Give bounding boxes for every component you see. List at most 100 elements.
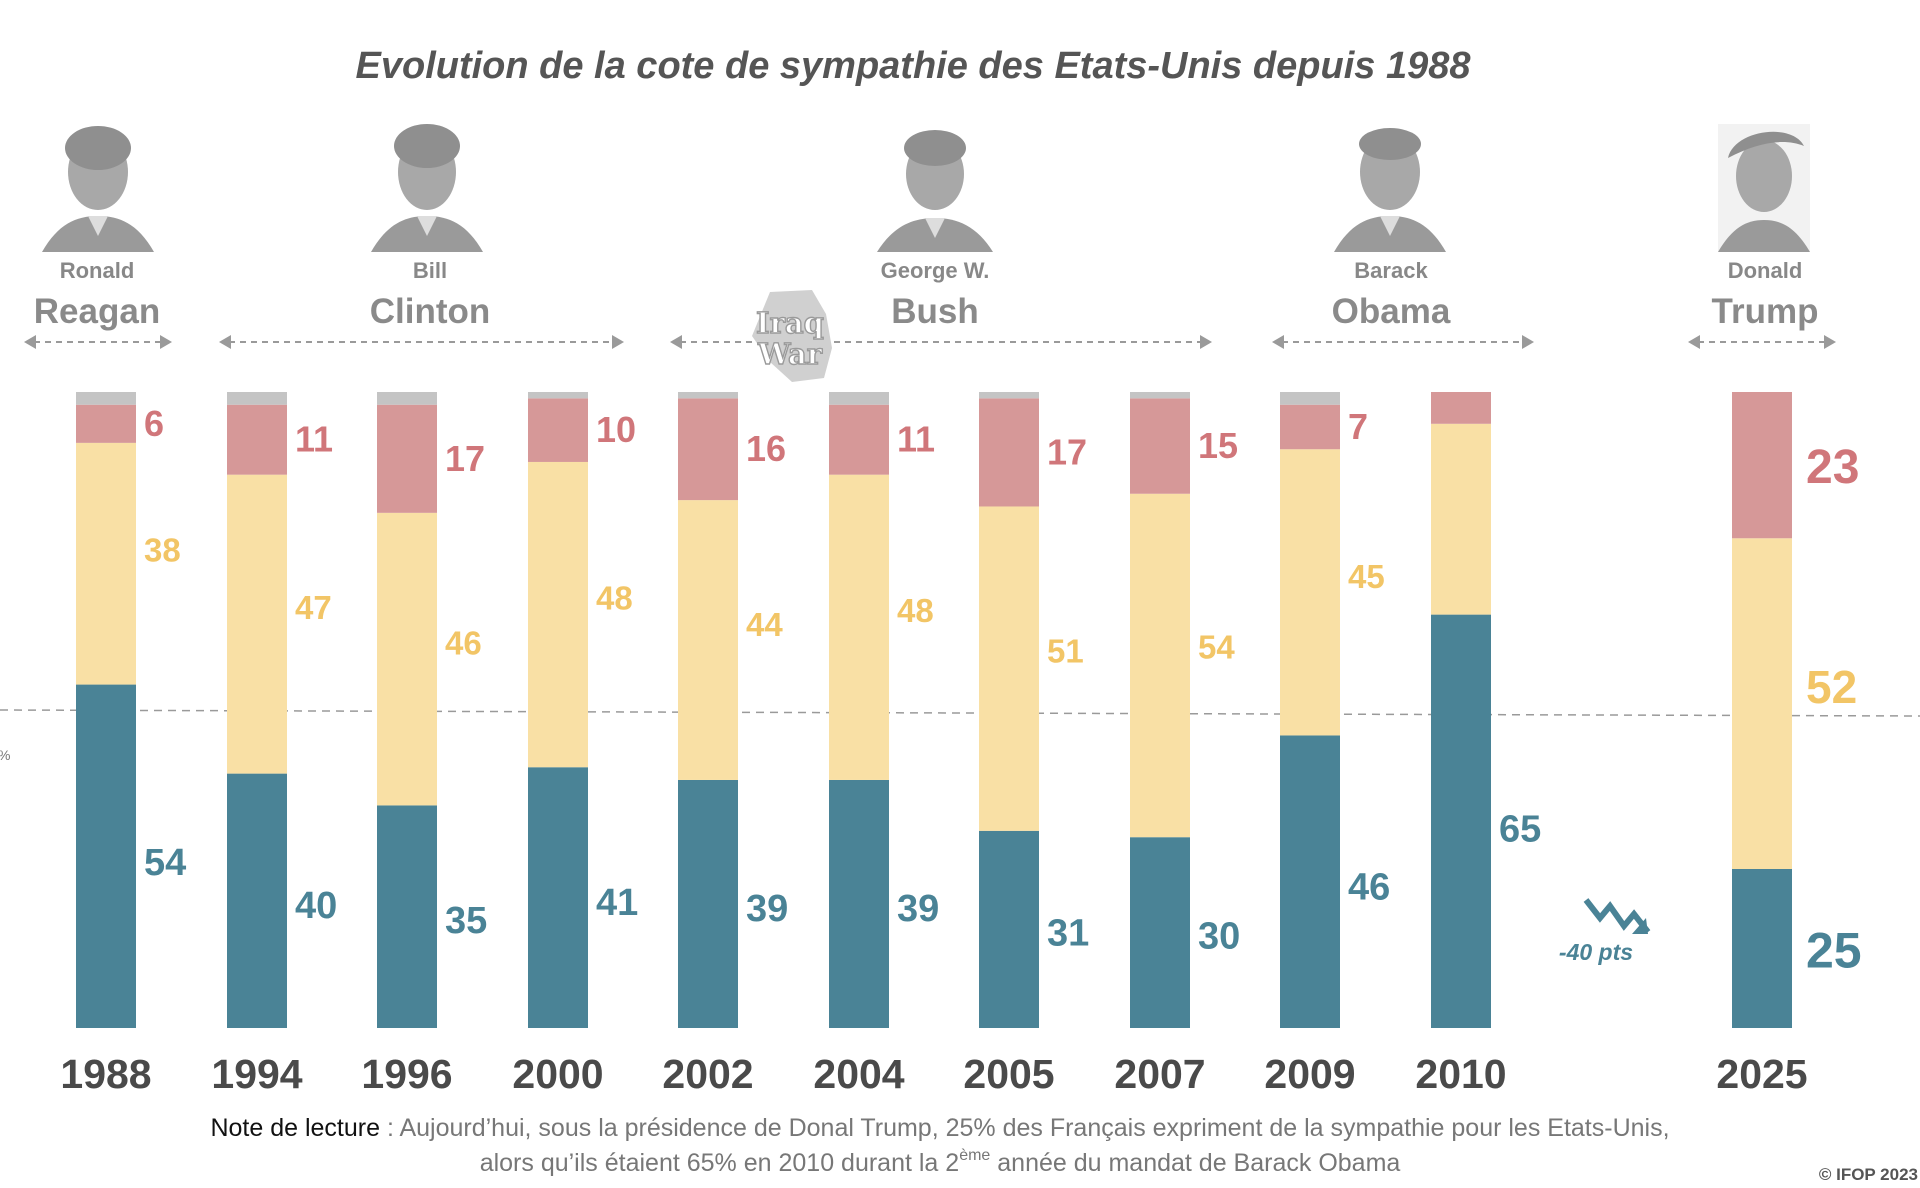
neutral-value-label: 54 [1198,628,1235,665]
neutral-value-label: 51 [1047,632,1084,669]
favorable-segment [227,773,287,1028]
president-names: Ronald Reagan Bill Clinton George W. Bus… [34,258,1819,331]
favorable-segment [528,767,588,1028]
neutral-value-label: 52 [1806,661,1857,713]
favorable-segment [1280,735,1340,1028]
favorable-value-label: 39 [746,888,788,930]
neutral-value-label: 47 [295,589,332,626]
neutral-value-label: 38 [144,532,181,569]
president-last-name: Bush [891,292,979,331]
neutral-value-label: 45 [1348,558,1385,595]
unfavorable-segment [76,404,136,443]
neutral-segment [227,474,287,774]
unfavorable-segment [1732,392,1792,539]
reading-note-text: : Aujourd’hui, sous la présidence de Don… [380,1114,1670,1142]
unfavorable-value-label: 10 [596,409,636,450]
neutral-value-label: 48 [897,592,934,629]
no-answer-segment [227,392,287,405]
neutral-segment [1732,538,1792,869]
favorable-segment [979,830,1039,1028]
unfavorable-value-label: 23 [1806,441,1859,494]
unfavorable-segment [377,404,437,513]
neutral-segment [1431,423,1491,615]
axis-fragment-label: % [0,747,10,763]
reading-note-line-2: alors qu’ils étaient 65% en 2010 durant … [480,1147,1401,1177]
unfavorable-segment [227,404,287,475]
neutral-segment [76,442,136,685]
president-first-name: Donald [1728,258,1803,283]
arrow-head-icon [1632,918,1648,934]
value-labels: 54 38 6 40 47 11 35 46 17 41 48 10 39 44 16 39 48 11 31 51 1… [144,403,1862,979]
unfavorable-value-label: 17 [1047,431,1087,472]
year-label: 2005 [963,1051,1054,1097]
neutral-segment [829,474,889,780]
trump-portrait-icon [1718,124,1810,252]
drop-annotation: -40 pts [1559,898,1651,965]
iraq-war-label: Iraq [756,306,824,340]
drop-label: -40 pts [1559,939,1633,965]
reading-note-line-1: Note de lecture : Aujourd’hui, sous la p… [210,1114,1669,1142]
favorable-segment [1130,837,1190,1028]
no-answer-segment [829,392,889,405]
term-arrow-trump [1688,335,1836,349]
unfavorable-segment [678,398,738,501]
chart-title: Evolution de la cote de sympathie des Et… [356,45,1472,87]
unfavorable-value-label: 7 [1348,406,1368,447]
favorable-segment [1732,869,1792,1028]
neutral-segment [1130,493,1190,838]
term-arrow-clinton [219,335,624,349]
unfavorable-segment [829,404,889,475]
no-answer-segment [76,392,136,405]
portraits [42,124,1810,252]
favorable-segment [76,684,136,1028]
iraq-map-icon [752,290,832,382]
no-answer-segment [1130,392,1190,399]
favorable-segment [377,805,437,1028]
president-last-name: Reagan [34,292,160,331]
year-label: 2007 [1114,1051,1205,1097]
favorable-value-label: 54 [144,842,186,884]
favorable-value-label: 25 [1806,923,1862,979]
year-label: 2010 [1415,1051,1506,1097]
reading-note-text: année du mandat de Barack Obama [990,1149,1400,1177]
unfavorable-segment [1280,404,1340,450]
reading-note-superscript: ème [959,1147,990,1164]
year-label: 2000 [512,1051,603,1097]
iraq-war-annotation: Iraq War [752,290,832,382]
reference-line [0,709,1920,717]
neutral-segment [678,500,738,780]
favorable-value-label: 65 [1499,809,1541,851]
president-first-name: Ronald [60,258,135,283]
reading-note-lead: Note de lecture [210,1114,380,1142]
neutral-value-label: 46 [445,624,482,661]
favorable-segment [678,779,738,1028]
trend-down-icon [1583,898,1651,934]
no-answer-segment [377,392,437,405]
favorable-value-label: 35 [445,900,487,942]
neutral-segment [979,506,1039,831]
year-label: 2009 [1264,1051,1355,1097]
unfavorable-segment [1130,398,1190,494]
favorable-value-label: 46 [1348,867,1390,909]
unfavorable-value-label: 15 [1198,425,1238,466]
neutral-segment [528,461,588,768]
unfavorable-segment [1431,392,1491,424]
president-last-name: Trump [1712,292,1819,331]
term-arrow-reagan [24,335,172,349]
year-label: 2002 [662,1051,753,1097]
year-label: 1988 [60,1051,151,1097]
no-answer-segment [528,392,588,399]
year-label: 1994 [211,1051,302,1097]
year-label: 1996 [361,1051,452,1097]
no-answer-segment [678,392,738,399]
iraq-war-label: War [757,337,823,371]
term-arrows [24,335,1836,349]
president-last-name: Obama [1332,292,1451,331]
unfavorable-segment [979,398,1039,507]
unfavorable-value-label: 11 [897,419,935,460]
neutral-segment [377,512,437,806]
unfavorable-value-label: 11 [295,419,333,460]
year-label: 2025 [1716,1051,1807,1097]
term-arrow-obama [1272,335,1534,349]
